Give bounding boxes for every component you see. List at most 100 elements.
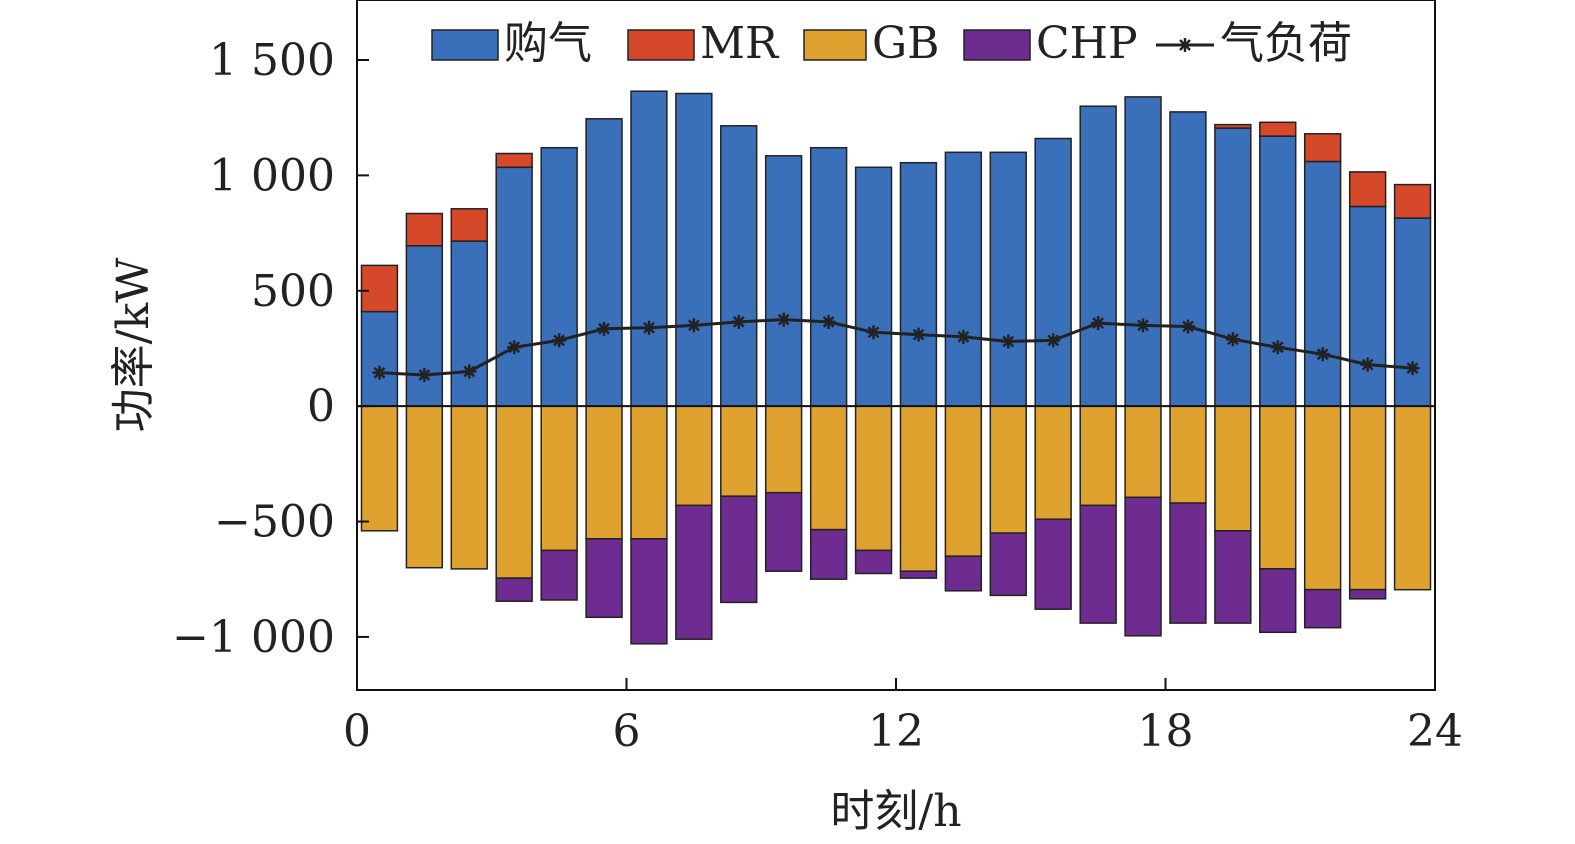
bar-GB-9 bbox=[764, 405, 803, 494]
bar-MR-2 bbox=[450, 208, 488, 242]
point-气负荷-12 bbox=[911, 327, 926, 342]
bar-购气-9 bbox=[764, 155, 803, 407]
legend-swatch-0 bbox=[431, 29, 499, 61]
marker-stroke bbox=[1092, 317, 1104, 329]
bar-GB-22 bbox=[1348, 405, 1387, 591]
point-气负荷-16 bbox=[1091, 316, 1106, 331]
bar-购气-0 bbox=[360, 310, 399, 407]
bar-GB-23 bbox=[1393, 405, 1432, 591]
marker-stroke bbox=[643, 321, 655, 334]
bar-购气-18 bbox=[1169, 111, 1207, 407]
bar-GB-2 bbox=[450, 405, 488, 570]
marker-stroke bbox=[1361, 358, 1374, 371]
bar-CHP-7 bbox=[675, 504, 713, 640]
marker-stroke bbox=[508, 341, 521, 354]
bar-CHP-10 bbox=[809, 528, 848, 580]
load-line-layer bbox=[372, 312, 1420, 382]
bar-CHP-17 bbox=[1124, 496, 1162, 637]
bar-CHP-16 bbox=[1079, 504, 1117, 624]
legend-label-2: GB bbox=[872, 18, 939, 69]
point-气负荷-7 bbox=[686, 318, 701, 333]
bar-购气-6 bbox=[630, 90, 668, 407]
y-tick-label-3: 500 bbox=[251, 266, 335, 317]
bar-GB-18 bbox=[1169, 405, 1207, 504]
bar-GB-19 bbox=[1214, 405, 1252, 532]
bar-CHP-3 bbox=[495, 577, 533, 602]
x-tick-label-2: 12 bbox=[868, 706, 924, 757]
line-气负荷 bbox=[379, 318, 1413, 377]
bar-CHP-15 bbox=[1034, 518, 1072, 610]
legend-label-1: MR bbox=[700, 18, 780, 69]
bar-GB-12 bbox=[899, 405, 938, 572]
bar-购气-11 bbox=[854, 166, 893, 407]
point-气负荷-11 bbox=[866, 325, 881, 340]
bar-GB-8 bbox=[720, 405, 758, 497]
x-tick-label-0: 0 bbox=[343, 706, 371, 757]
point-气负荷-6 bbox=[642, 320, 656, 335]
bar-MR-3 bbox=[495, 152, 533, 169]
bar-购气-23 bbox=[1393, 217, 1432, 407]
marker-stroke bbox=[688, 319, 700, 332]
bar-GB-1 bbox=[405, 405, 444, 569]
legend-swatch-1 bbox=[627, 29, 695, 61]
y-tick-label-2: 0 bbox=[307, 381, 335, 432]
point-气负荷-19 bbox=[1225, 332, 1240, 347]
marker-stroke bbox=[1271, 341, 1284, 354]
bar-CHP-19 bbox=[1214, 530, 1252, 624]
bar-MR-19 bbox=[1214, 123, 1252, 129]
bar-CHP-5 bbox=[585, 538, 623, 619]
marker-stroke bbox=[418, 369, 431, 381]
y-axis-label: 功率/kW bbox=[108, 257, 159, 432]
bar-MR-20 bbox=[1259, 121, 1297, 137]
point-气负荷-2 bbox=[462, 364, 477, 379]
marker-stroke bbox=[1227, 333, 1239, 346]
marker-stroke bbox=[912, 328, 925, 341]
y-tick-label-0: −1 000 bbox=[172, 612, 335, 663]
bar-GB-21 bbox=[1303, 405, 1342, 591]
bar-购气-7 bbox=[675, 92, 713, 407]
bar-GB-5 bbox=[585, 405, 623, 540]
marker-stroke bbox=[373, 366, 386, 379]
marker-stroke bbox=[777, 313, 790, 326]
bar-购气-13 bbox=[944, 151, 983, 407]
bar-购气-20 bbox=[1259, 135, 1297, 407]
bar-CHP-9 bbox=[764, 491, 803, 572]
bar-购气-21 bbox=[1303, 160, 1342, 407]
y-tick-label-4: 1 000 bbox=[209, 150, 335, 201]
legend-swatch-3 bbox=[963, 29, 1031, 61]
bar-购气-15 bbox=[1034, 137, 1072, 407]
bar-GB-4 bbox=[540, 405, 578, 552]
marker-stroke bbox=[1002, 335, 1015, 348]
bar-购气-2 bbox=[450, 240, 488, 407]
bar-MR-0 bbox=[360, 264, 399, 313]
marker-stroke bbox=[957, 331, 970, 343]
bar-GB-6 bbox=[630, 405, 668, 540]
legend-label-3: CHP bbox=[1036, 18, 1138, 69]
bar-CHP-6 bbox=[630, 538, 668, 645]
marker-stroke bbox=[1137, 319, 1149, 332]
bar-CHP-11 bbox=[854, 549, 893, 575]
point-气负荷-1 bbox=[417, 368, 432, 382]
marker-stroke bbox=[732, 316, 745, 328]
point-气负荷-23 bbox=[1405, 361, 1420, 376]
point-气负荷-13 bbox=[956, 329, 971, 344]
point-气负荷-20 bbox=[1270, 340, 1285, 355]
bar-购气-8 bbox=[720, 125, 758, 407]
marker-stroke bbox=[598, 322, 610, 335]
bar-GB-20 bbox=[1259, 405, 1297, 570]
bar-购气-12 bbox=[899, 161, 938, 407]
bar-GB-17 bbox=[1124, 405, 1162, 499]
bar-购气-22 bbox=[1348, 205, 1387, 407]
point-气负荷-15 bbox=[1046, 333, 1061, 348]
bar-CHP-20 bbox=[1259, 568, 1297, 634]
bar-CHP-22 bbox=[1348, 588, 1387, 600]
point-气负荷-4 bbox=[552, 333, 567, 348]
marker-stroke bbox=[1179, 39, 1191, 51]
bar-购气-4 bbox=[540, 146, 578, 407]
point-气负荷-10 bbox=[821, 314, 836, 329]
bar-MR-21 bbox=[1303, 133, 1342, 163]
y-tick-label-1: −500 bbox=[214, 497, 335, 548]
bars-layer bbox=[360, 90, 1432, 645]
point-气负荷-9 bbox=[776, 312, 791, 327]
bar-购气-17 bbox=[1124, 96, 1162, 407]
